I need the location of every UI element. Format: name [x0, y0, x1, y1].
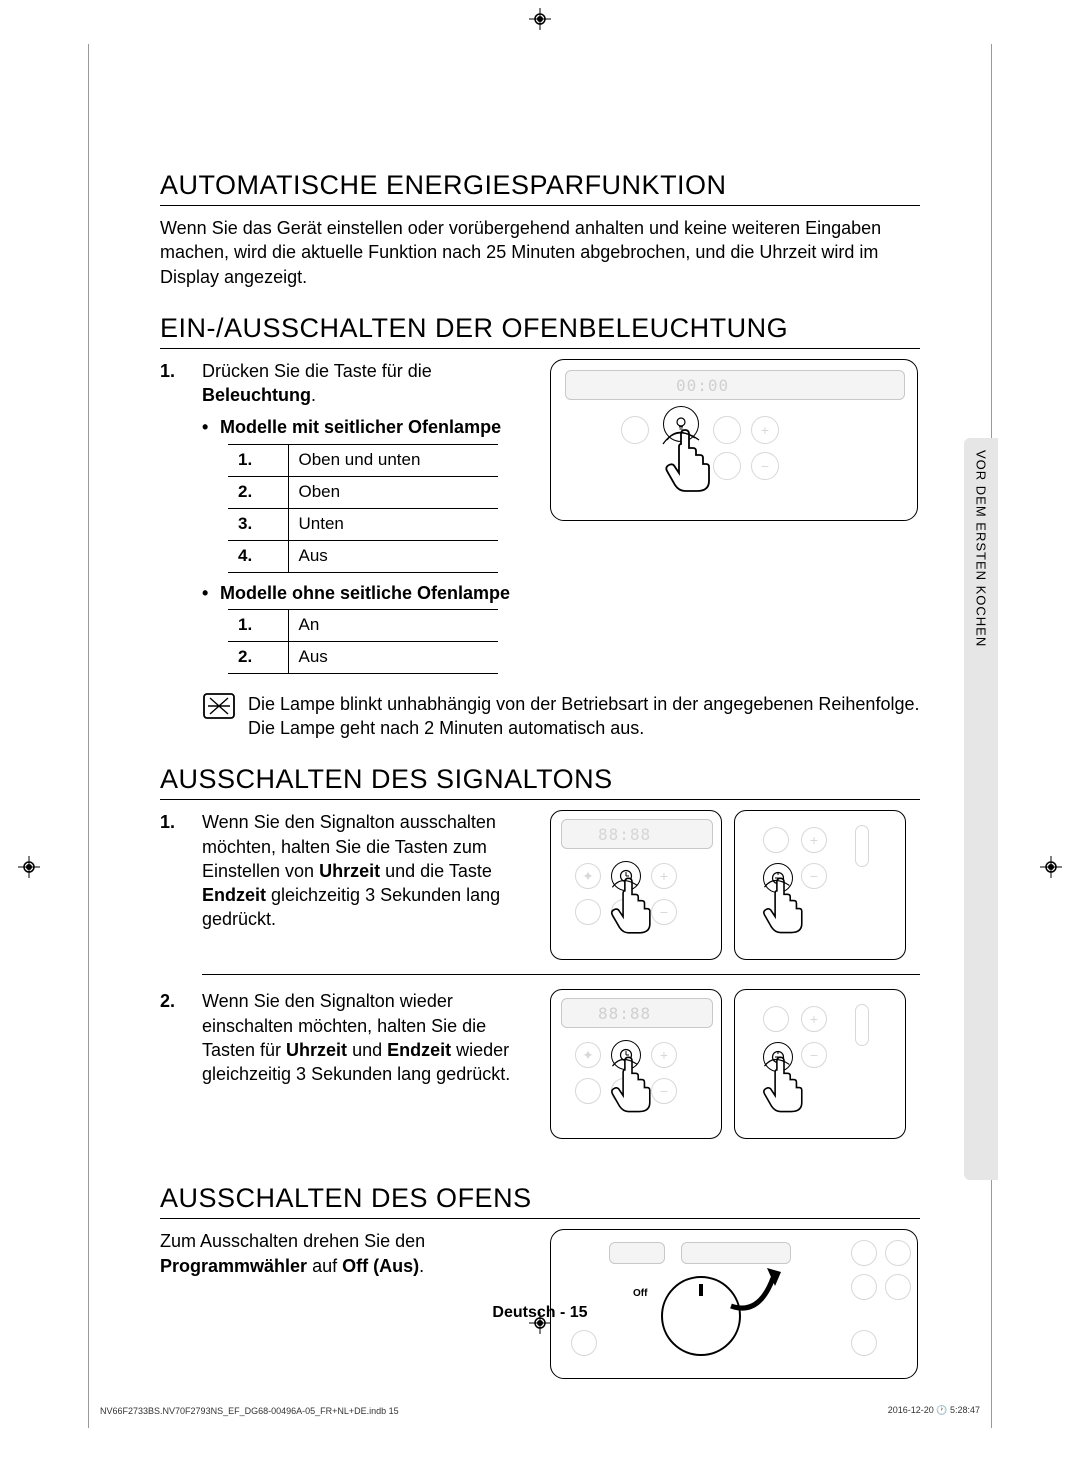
sub-bullet-seitlich: Modelle mit seitlicher Ofenlampe	[202, 415, 530, 439]
section-title-beleuchtung: EIN-/AUSSCHALTEN DER OFENBELEUCHTUNG	[160, 313, 920, 349]
footer-filename: NV66F2733BS.NV70F2793NS_EF_DG68-00496A-0…	[100, 1406, 399, 1416]
footer-timestamp: 2016-12-20 🕐 5:28:47	[888, 1405, 980, 1416]
illustration-signal-1b: + −	[734, 810, 906, 960]
section-title-signalton: AUSSCHALTEN DES SIGNALTONS	[160, 764, 920, 800]
table-ohne: 1.An 2.Aus	[228, 609, 498, 674]
section-body-energiespar: Wenn Sie das Gerät einstellen oder vorüb…	[160, 216, 920, 289]
section-title-ofen-aus: AUSSCHALTEN DES OFENS	[160, 1183, 920, 1219]
off-label: Off	[633, 1288, 647, 1299]
illustration-signal-2a: 88:88 ✦ + −	[550, 989, 722, 1139]
note-icon	[202, 692, 236, 720]
step-signalton-1: 1. Wenn Sie den Signalton ausschalten mö…	[202, 810, 530, 931]
step-beleuchtung-1: 1. Drücken Sie die Taste für die Beleuch…	[202, 359, 530, 674]
hand-press-icon	[607, 873, 657, 937]
step-signalton-2: 2. Wenn Sie den Signalton wieder einscha…	[202, 989, 530, 1086]
hand-press-icon	[759, 873, 809, 937]
divider	[202, 974, 920, 975]
registration-mark-icon	[18, 856, 40, 878]
table-seitlich: 1.Oben und unten 2.Oben 3.Unten 4.Aus	[228, 444, 498, 573]
side-tab-label: VOR DEM ERSTEN KOCHEN	[974, 450, 989, 647]
note-text: Die Lampe blinkt unhabhängig von der Bet…	[248, 692, 920, 741]
section-title-energiespar: AUTOMATISCHE ENERGIESPARFUNKTION	[160, 170, 920, 206]
registration-mark-icon	[529, 8, 551, 30]
hand-press-icon	[759, 1052, 809, 1116]
ofen-aus-text: Zum Ausschalten drehen Sie den Programmw…	[160, 1229, 530, 1278]
page-content: AUTOMATISCHE ENERGIESPARFUNKTION Wenn Si…	[160, 170, 920, 1379]
registration-mark-icon	[1040, 856, 1062, 878]
sub-bullet-ohne: Modelle ohne seitliche Ofenlampe	[202, 581, 530, 605]
hand-press-icon	[607, 1052, 657, 1116]
rotate-arrow-icon	[723, 1258, 783, 1318]
footer-page: Deutsch - 15	[492, 1304, 587, 1322]
illustration-signal-1a: 88:88 ✦ + −	[550, 810, 722, 960]
illustration-ofen-aus: Off	[550, 1229, 918, 1379]
hand-press-icon	[661, 424, 717, 496]
illustration-beleuchtung: 00:00 + −	[550, 359, 918, 521]
illustration-signal-2b: + −	[734, 989, 906, 1139]
side-tab: VOR DEM ERSTEN KOCHEN	[964, 438, 998, 1180]
